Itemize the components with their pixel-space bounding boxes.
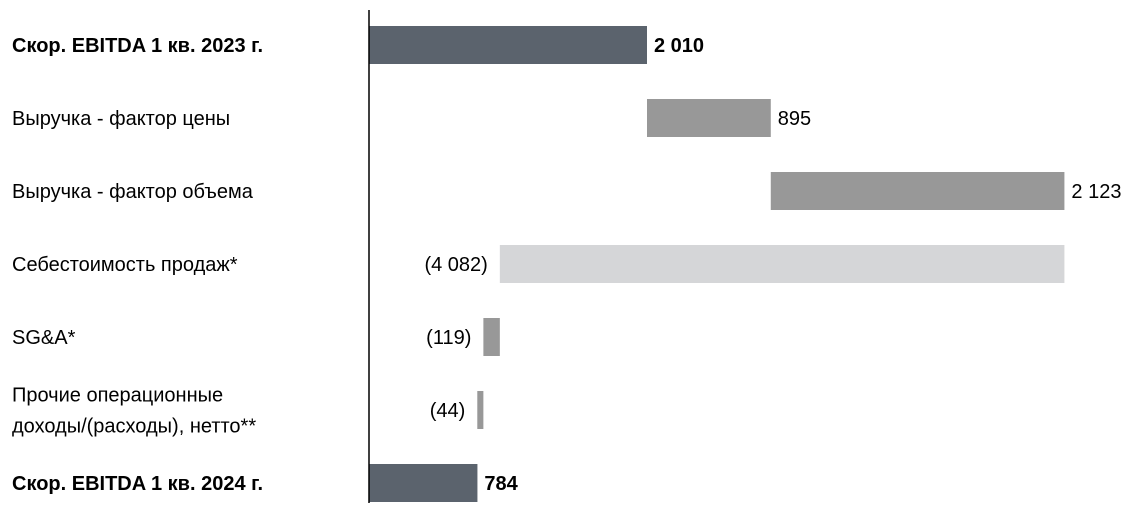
category-labels: Скор. EBITDA 1 кв. 2023 г. Выручка - факт… [12, 35, 263, 495]
increase-bar [770, 172, 1065, 210]
total-bar [369, 464, 478, 502]
decrease-bar [477, 391, 484, 429]
category-label: Себестоимость продаж* [12, 254, 238, 276]
category-label-line: доходы/(расходы), нетто** [12, 416, 256, 438]
value-label: 2 123 [1071, 181, 1121, 203]
value-label: (44) [430, 400, 466, 422]
value-labels: 2 010 895 2 123 (4 082) (119) (44) 784 [424, 35, 1121, 495]
value-label: 2 010 [654, 35, 704, 57]
category-label: Выручка - фактор объема [12, 181, 254, 203]
category-label: Скор. EBITDA 1 кв. 2024 г. [12, 473, 263, 495]
decrease-bar [499, 245, 1065, 283]
category-label-line: Прочие операционные [12, 385, 223, 407]
decrease-bar [483, 318, 500, 356]
category-label: Выручка - фактор цены [12, 108, 230, 130]
value-label: (119) [426, 327, 471, 349]
total-bar [369, 26, 647, 64]
category-label: SG&A* [12, 327, 76, 349]
value-label: (4 082) [424, 254, 487, 276]
category-label-line: Скор. EBITDA 1 кв. 2024 г. [12, 473, 263, 495]
category-label: Скор. EBITDA 1 кв. 2023 г. [12, 35, 263, 57]
bars [369, 26, 1065, 502]
increase-bar [647, 99, 771, 137]
category-label-line: Себестоимость продаж* [12, 254, 238, 276]
category-label: Прочие операционные доходы/(расходы), нет… [12, 385, 256, 438]
category-label-line: Скор. EBITDA 1 кв. 2023 г. [12, 35, 263, 57]
value-label: 784 [484, 473, 518, 495]
category-label-line: Выручка - фактор цены [12, 108, 230, 130]
category-label-line: Выручка - фактор объема [12, 181, 254, 203]
category-label-line: SG&A* [12, 327, 76, 349]
value-label: 895 [778, 108, 811, 130]
